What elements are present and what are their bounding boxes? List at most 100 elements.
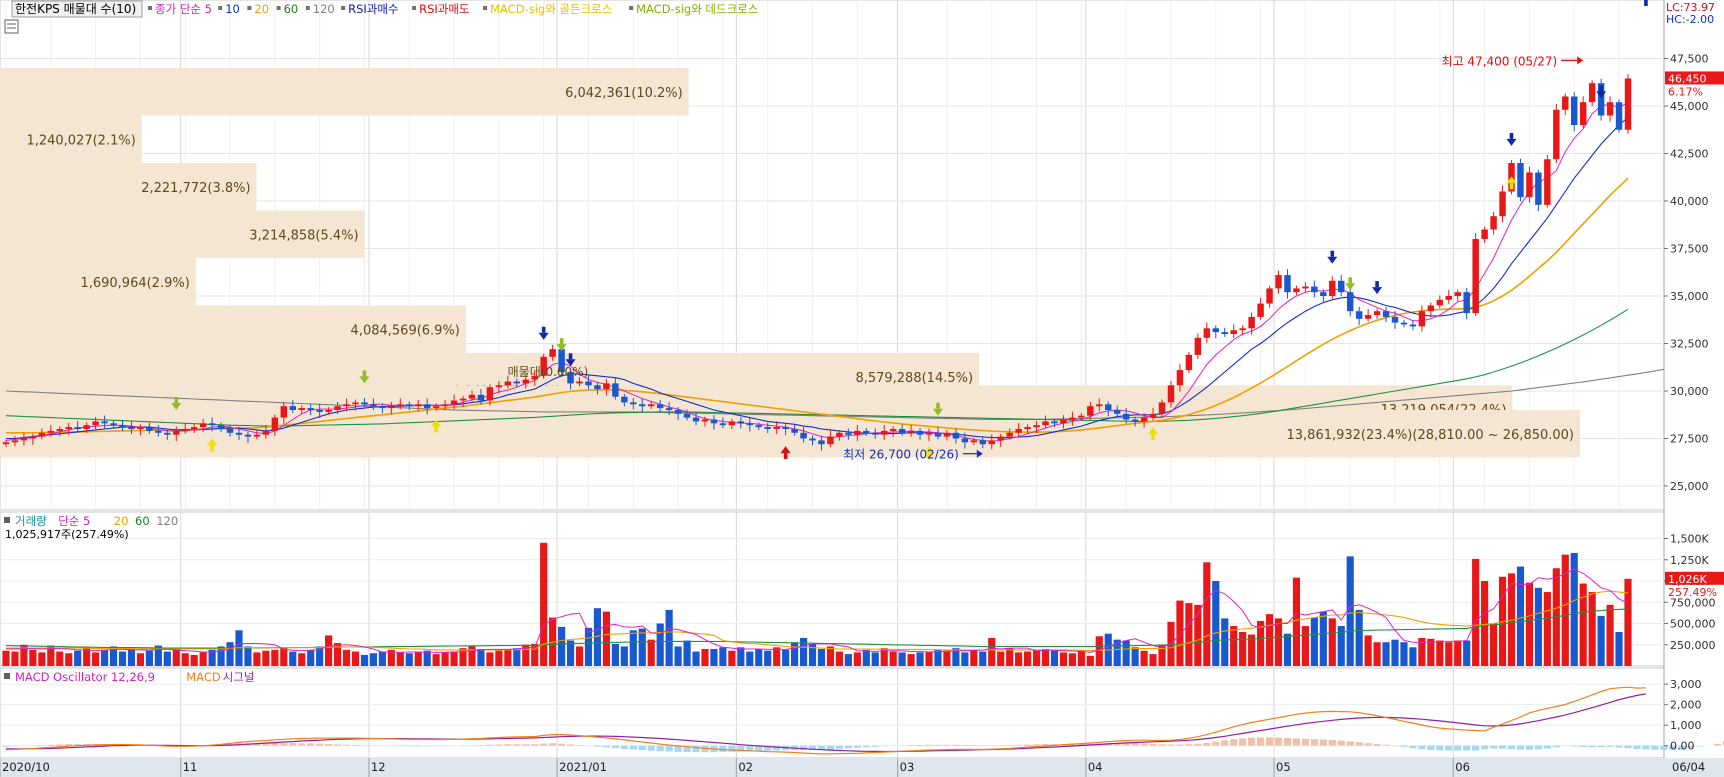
volume-bar: [1077, 650, 1085, 666]
volume-legend-item[interactable]: 거래량: [15, 514, 47, 528]
candle: [110, 423, 117, 426]
macd-oscillator-bar: [871, 745, 879, 747]
macd-oscillator-bar: [531, 744, 539, 746]
macd-oscillator-bar: [1176, 744, 1184, 746]
volume-bar: [1194, 604, 1202, 666]
macd-oscillator-bar: [11, 745, 19, 747]
candle: [1445, 296, 1452, 300]
y-tick-label: 500,000: [1670, 618, 1716, 631]
last-price-tag: [1665, 71, 1724, 85]
candle: [943, 432, 951, 437]
volume-bar: [961, 652, 969, 666]
candle: [773, 427, 780, 429]
macd-oscillator-bar: [566, 744, 575, 746]
volume-bar: [1543, 592, 1551, 666]
macd-legend-item[interactable]: 시그널: [223, 670, 255, 684]
x-last-date-label: 06/04: [1672, 760, 1705, 774]
macd-oscillator-bar: [486, 744, 494, 746]
candle: [576, 381, 583, 384]
volume-legend-item[interactable]: 20: [114, 514, 129, 528]
candle: [289, 406, 296, 410]
volume-profile-label: 8,579,288(14.5%): [855, 371, 973, 386]
macd-oscillator-bar: [47, 744, 55, 746]
rsi-overbought-marker: [1509, 132, 1514, 139]
legend-bullet: [412, 6, 417, 10]
macd-oscillator-bar: [1400, 745, 1408, 747]
dead-cross-marker: [174, 397, 179, 403]
volume-bar: [271, 649, 279, 666]
candle: [423, 404, 431, 409]
macd-legend: MACD Oscillator 12,26,9 MACD 시그널: [4, 670, 254, 684]
volume-legend-item[interactable]: 60: [135, 514, 150, 528]
golden-cross-marker: [431, 419, 442, 427]
macd-oscillator-bar: [271, 743, 279, 746]
volume-bar: [1373, 642, 1381, 666]
legend-item[interactable]: 60: [284, 2, 299, 16]
macd-legend-item[interactable]: MACD Oscillator 12,26,9: [15, 670, 155, 684]
legend-item[interactable]: MACD-sig와 데드크로스: [636, 2, 758, 16]
macd-oscillator-bar: [1615, 745, 1623, 748]
macd-oscillator-bar: [56, 744, 64, 746]
volume-bar: [405, 653, 413, 666]
volume-bar: [289, 651, 297, 666]
macd-oscillator-bar: [943, 744, 951, 746]
macd-legend-item[interactable]: MACD: [186, 670, 221, 684]
volume-bar: [799, 637, 808, 666]
candle: [1588, 83, 1596, 103]
high-price-arrowhead: [1577, 56, 1584, 65]
volume-bar: [764, 650, 772, 666]
candle: [549, 349, 556, 357]
candle: [1535, 172, 1542, 205]
volume-bar: [190, 654, 198, 666]
candle: [1239, 328, 1246, 331]
volume-bar: [584, 627, 593, 666]
volume-legend-item[interactable]: 단순 5: [58, 514, 90, 528]
legend-bullet: [276, 6, 281, 10]
volume-legend-item[interactable]: 120: [156, 514, 178, 528]
volume-bar: [1024, 651, 1032, 666]
candle: [1624, 78, 1632, 130]
volume-bar: [1561, 554, 1569, 666]
volume-bar: [1059, 652, 1068, 666]
golden-cross-marker: [1509, 183, 1514, 190]
candle: [603, 383, 610, 390]
volume-bar: [1624, 578, 1632, 666]
candle: [621, 396, 628, 403]
legend-item[interactable]: 10: [225, 2, 240, 16]
rsi-overbought-marker: [1596, 91, 1607, 99]
last-volume-tag: [1665, 571, 1724, 585]
candle: [1472, 239, 1479, 314]
macd-oscillator-bar: [1068, 743, 1076, 746]
legend-item[interactable]: RSI과매수: [348, 2, 398, 16]
volume-bar: [1472, 558, 1480, 666]
volume-ma5-line: [6, 568, 1629, 653]
last-price-label: 46,450: [1668, 72, 1707, 85]
macd-oscillator-bar: [1113, 742, 1121, 746]
legend-item[interactable]: 120: [313, 2, 335, 16]
candle: [92, 421, 99, 426]
settings-icon[interactable]: [4, 19, 19, 34]
signal-markers: [171, 0, 1648, 460]
candle: [916, 430, 924, 435]
macd-oscillator-bar: [1194, 743, 1202, 746]
x-tick-label: 04: [1088, 760, 1103, 774]
title-box[interactable]: [11, 0, 143, 18]
macd-oscillator-bar: [997, 745, 1005, 746]
legend-item[interactable]: MACD-sig와 골든크로스: [490, 2, 612, 16]
candle: [298, 408, 305, 410]
macd-oscillator-bar: [1552, 745, 1560, 748]
macd-oscillator-bar: [1516, 745, 1525, 750]
candle: [1087, 406, 1094, 416]
golden-cross-marker: [207, 438, 218, 446]
macd-oscillator-bar: [755, 745, 763, 752]
golden-cross-marker: [1148, 427, 1159, 435]
candle: [1275, 275, 1282, 289]
candle: [1060, 419, 1067, 424]
volume-bar: [531, 643, 539, 666]
legend-item[interactable]: 20: [254, 2, 269, 16]
volume-bar: [1086, 655, 1094, 666]
candle: [1615, 102, 1623, 130]
legend-item[interactable]: 종가 단순 5: [155, 2, 212, 16]
candle: [47, 430, 55, 433]
legend-item[interactable]: RSI과매도: [419, 2, 469, 16]
